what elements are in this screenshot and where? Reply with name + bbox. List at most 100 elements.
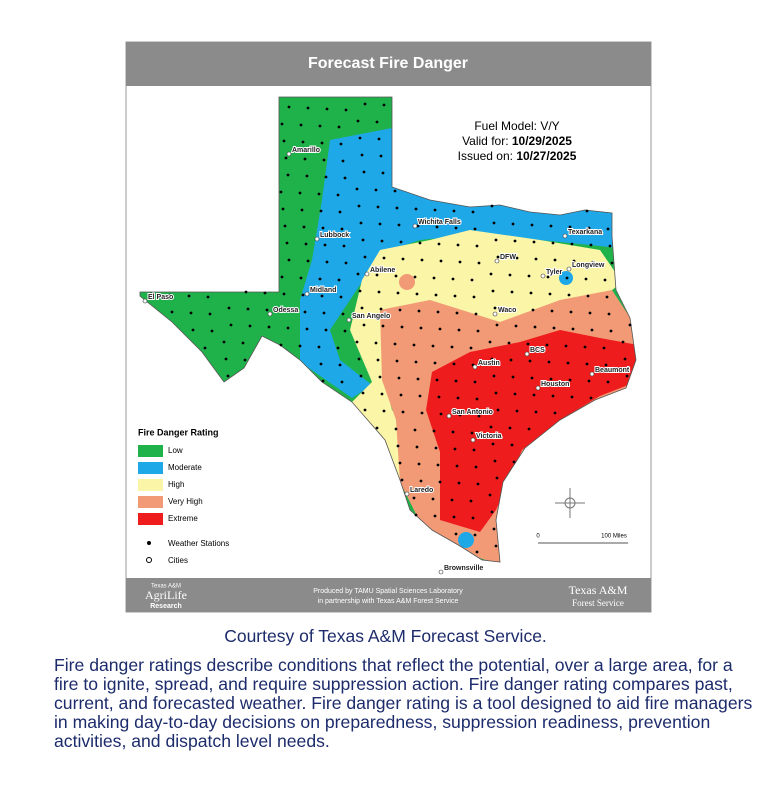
station bbox=[433, 208, 437, 212]
city-label: Wichita Falls bbox=[418, 219, 461, 226]
station bbox=[455, 464, 459, 468]
station bbox=[489, 425, 493, 429]
legend-symbol: Cities bbox=[168, 556, 188, 565]
station bbox=[344, 261, 348, 265]
station bbox=[458, 260, 462, 264]
station bbox=[375, 426, 379, 430]
station bbox=[400, 478, 404, 482]
station bbox=[472, 295, 476, 299]
legend-swatch bbox=[138, 479, 163, 491]
station bbox=[342, 244, 346, 248]
station bbox=[494, 238, 498, 242]
station bbox=[476, 482, 480, 486]
station bbox=[282, 292, 286, 296]
station bbox=[227, 306, 231, 310]
station bbox=[495, 476, 499, 480]
station bbox=[585, 209, 589, 213]
station bbox=[475, 550, 479, 554]
city-marker bbox=[267, 311, 273, 317]
station bbox=[412, 496, 416, 500]
station bbox=[457, 481, 461, 485]
legend-label: Moderate bbox=[168, 463, 202, 472]
station bbox=[415, 445, 419, 449]
title-bar bbox=[126, 42, 651, 86]
station bbox=[317, 345, 321, 349]
station bbox=[470, 278, 474, 282]
station bbox=[530, 223, 534, 227]
station bbox=[338, 210, 342, 214]
station bbox=[549, 224, 553, 228]
station bbox=[413, 275, 417, 279]
station bbox=[435, 225, 439, 229]
station bbox=[475, 397, 479, 401]
credit: Produced by TAMU Spatial Sciences Labora… bbox=[313, 588, 463, 595]
station bbox=[343, 329, 347, 333]
city-marker bbox=[364, 271, 370, 277]
city-marker bbox=[412, 223, 418, 229]
station bbox=[585, 362, 589, 366]
city-label: El Paso bbox=[148, 294, 173, 301]
station bbox=[450, 345, 454, 349]
station bbox=[378, 222, 382, 226]
station bbox=[477, 414, 481, 418]
fuel-model: Fuel Model: V/Y bbox=[474, 119, 559, 133]
station bbox=[377, 290, 381, 294]
zone-moderate-patch bbox=[458, 532, 474, 548]
station bbox=[452, 209, 456, 213]
legend-label: Low bbox=[168, 446, 183, 455]
station bbox=[396, 291, 400, 295]
station bbox=[530, 376, 534, 380]
station bbox=[527, 274, 531, 278]
station bbox=[298, 191, 302, 195]
station bbox=[490, 510, 494, 514]
station bbox=[398, 308, 402, 312]
station bbox=[344, 108, 348, 112]
station bbox=[323, 243, 327, 247]
station bbox=[362, 170, 366, 174]
station bbox=[285, 241, 289, 245]
station bbox=[438, 480, 442, 484]
station bbox=[477, 261, 481, 265]
station bbox=[299, 123, 303, 127]
station bbox=[359, 221, 363, 225]
station bbox=[431, 344, 435, 348]
station bbox=[509, 358, 513, 362]
station bbox=[286, 326, 290, 330]
city-marker bbox=[566, 266, 572, 272]
station bbox=[287, 258, 291, 262]
station bbox=[488, 493, 492, 497]
station bbox=[550, 309, 554, 313]
station bbox=[586, 294, 590, 298]
station bbox=[376, 358, 380, 362]
station bbox=[494, 544, 498, 548]
station bbox=[454, 226, 458, 230]
station bbox=[417, 462, 421, 466]
station bbox=[510, 290, 514, 294]
station bbox=[474, 465, 478, 469]
credit: in partnership with Texas A&M Forest Ser… bbox=[318, 598, 459, 605]
issued-label: Issued on: bbox=[458, 149, 513, 163]
station bbox=[609, 329, 613, 333]
station bbox=[286, 173, 290, 177]
station bbox=[401, 410, 405, 414]
station bbox=[343, 176, 347, 180]
station bbox=[337, 278, 341, 282]
station bbox=[322, 311, 326, 315]
station bbox=[356, 119, 360, 123]
station bbox=[545, 343, 549, 347]
station bbox=[224, 357, 228, 361]
station bbox=[283, 224, 287, 228]
station bbox=[588, 311, 592, 315]
station bbox=[340, 227, 344, 231]
station bbox=[431, 497, 435, 501]
station bbox=[606, 227, 610, 231]
station bbox=[394, 274, 398, 278]
fire-danger-map: Forecast Fire Danger Amarillo Lubbock Wich… bbox=[125, 41, 652, 613]
map-title: Forecast Fire Danger bbox=[308, 55, 468, 72]
logo-left: AgriLife bbox=[145, 588, 187, 602]
station bbox=[300, 208, 304, 212]
station bbox=[549, 377, 553, 381]
station bbox=[439, 412, 443, 416]
legend-swatch bbox=[138, 513, 163, 525]
city-label: Tyler bbox=[546, 269, 562, 276]
